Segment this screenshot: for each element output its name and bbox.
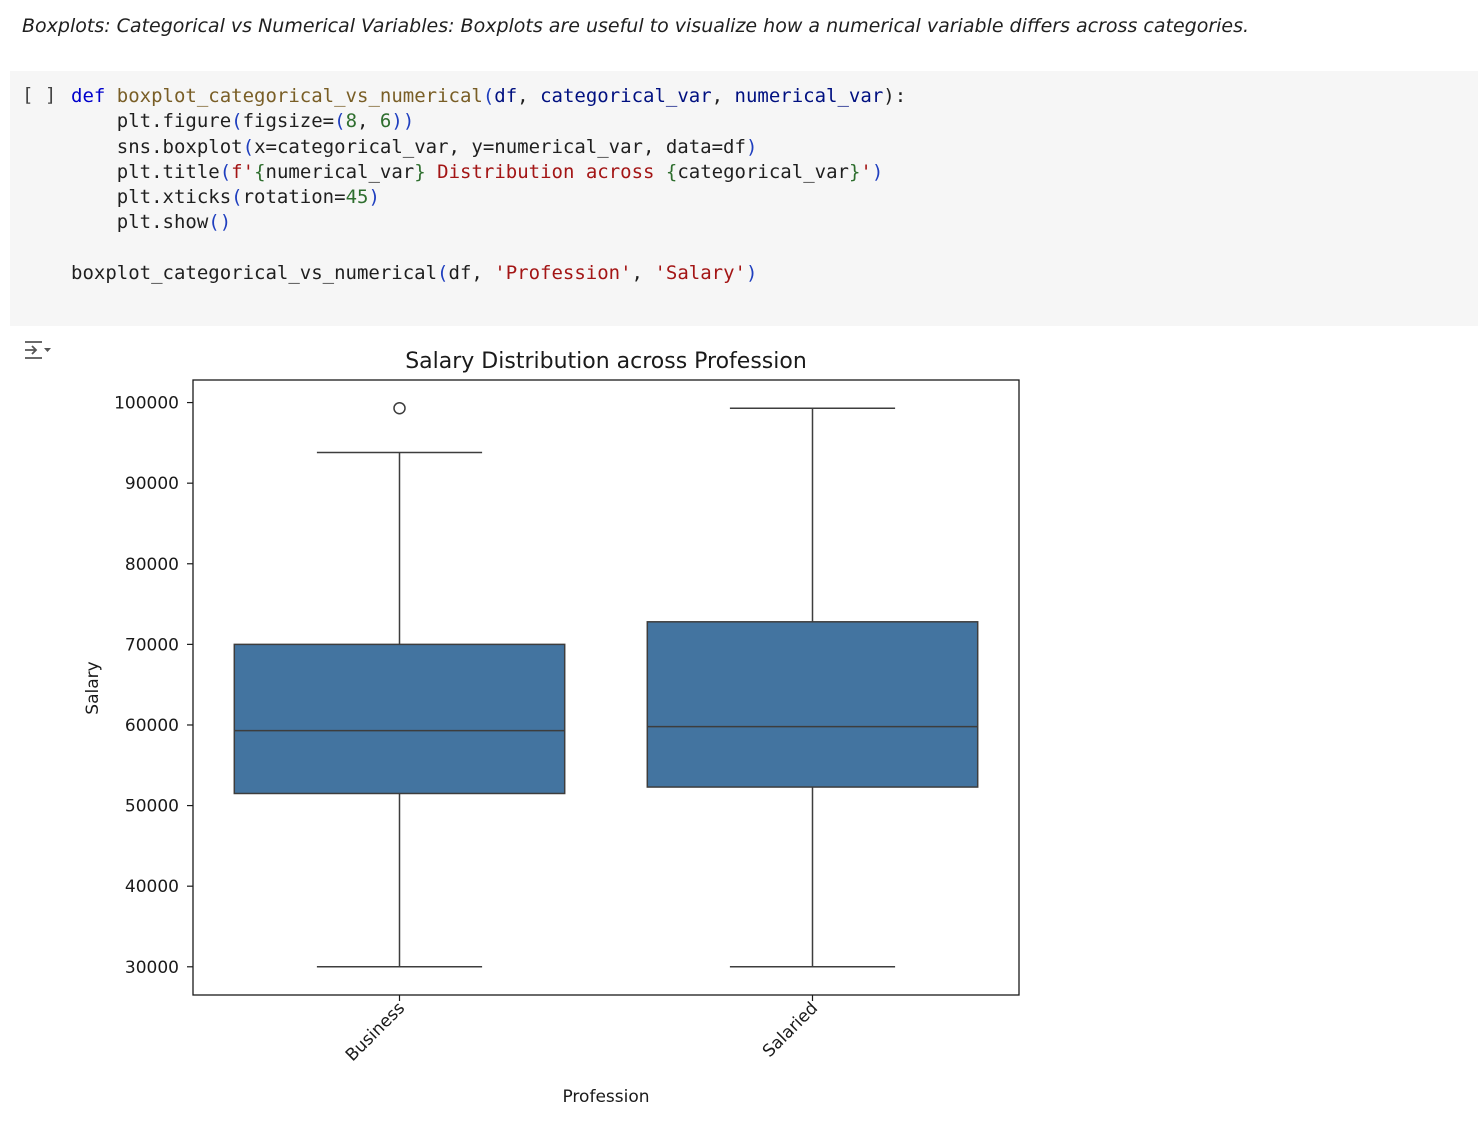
y-tick-label: 90000 <box>125 474 179 494</box>
code-token: f' <box>231 160 255 183</box>
code-token: ( <box>482 85 495 107</box>
code-token: 8 <box>345 110 358 133</box>
code-token: , <box>711 85 735 107</box>
code-token: ( <box>219 160 232 183</box>
code-token: ( <box>334 110 346 133</box>
markdown-text: Boxplots: Categorical vs Numerical Varia… <box>22 15 1250 37</box>
y-tick-label: 60000 <box>125 716 179 736</box>
code-token: ( <box>231 186 243 209</box>
box-business <box>233 643 566 795</box>
code-token: def <box>71 85 106 107</box>
y-axis-label: Salary <box>83 661 103 714</box>
code-token: numerical_var <box>265 160 415 183</box>
code-token: df, <box>448 262 495 285</box>
code-token: 'Profession' <box>494 262 632 285</box>
y-tick-label: 70000 <box>125 635 179 655</box>
code-token: plt.figure <box>116 110 232 133</box>
code-token: ' <box>860 160 872 183</box>
code-token: ) <box>745 262 758 285</box>
code-token: , <box>631 262 655 285</box>
code-token: figsize= <box>242 110 335 133</box>
code-token: , <box>517 85 541 107</box>
y-tick-label: 80000 <box>125 555 179 575</box>
code-token: 'Salary' <box>654 262 746 285</box>
code-token: ) <box>871 160 884 183</box>
code-token: ( <box>231 110 243 133</box>
chart-title: Salary Distribution across Profession <box>405 349 807 374</box>
code-token: Distribution across <box>425 160 666 183</box>
plot-area: 30000 40000 50000 60000 70000 80000 90000 10000… <box>114 379 1020 1066</box>
code-token: { <box>665 160 678 183</box>
code-token: } <box>848 160 861 183</box>
code-token: categorical_var <box>540 85 712 107</box>
code-token: } <box>414 160 426 183</box>
code-token: rotation= <box>242 186 346 209</box>
code-token: df <box>494 85 518 107</box>
boxplot-chart: Salary Distribution across Profession Sa… <box>83 349 1020 1107</box>
code-editor[interactable]: def boxplot_categorical_vs_numerical(df,… <box>71 84 906 286</box>
y-tick-label: 30000 <box>125 958 179 978</box>
plot-frame <box>192 379 1020 996</box>
code-token: plt.title <box>116 160 220 183</box>
code-token: ( <box>437 262 449 285</box>
code-token: numerical_var <box>734 85 884 107</box>
y-tick-label: 50000 <box>125 797 179 817</box>
box-salaried <box>646 621 979 788</box>
code-token: categorical_var <box>677 160 849 183</box>
code-token: )) <box>391 110 415 133</box>
code-token: 45 <box>345 186 369 209</box>
code-token: ) <box>745 135 758 158</box>
code-token: boxplot_categorical_vs_numerical <box>71 262 438 285</box>
x-tick-label: Business <box>342 998 409 1065</box>
code-token: , <box>357 110 380 133</box>
y-tick-label: 40000 <box>125 877 179 897</box>
code-token: () <box>208 211 232 234</box>
x-tick-label: Salaried <box>759 998 822 1061</box>
x-axis-label: Profession <box>562 1087 649 1107</box>
code-token: 6 <box>379 110 392 133</box>
y-tick-label: 100000 <box>114 394 179 414</box>
code-token: boxplot_categorical_vs_numerical <box>116 85 483 107</box>
output-toggle-icon[interactable] <box>22 337 52 363</box>
code-token: ) <box>368 186 380 209</box>
code-token: ): <box>883 85 907 107</box>
code-token: sns.boxplot <box>116 135 243 158</box>
code-token: x=categorical_var, y=numerical_var, data… <box>254 135 746 158</box>
run-cell-button[interactable]: [ ] <box>22 84 57 106</box>
code-token: plt.show <box>116 211 209 234</box>
outlier-point <box>393 401 406 415</box>
code-token: { <box>254 160 266 183</box>
code-cell[interactable] <box>10 71 1478 326</box>
code-token: plt.xticks <box>116 186 232 209</box>
code-token: ( <box>242 135 255 158</box>
